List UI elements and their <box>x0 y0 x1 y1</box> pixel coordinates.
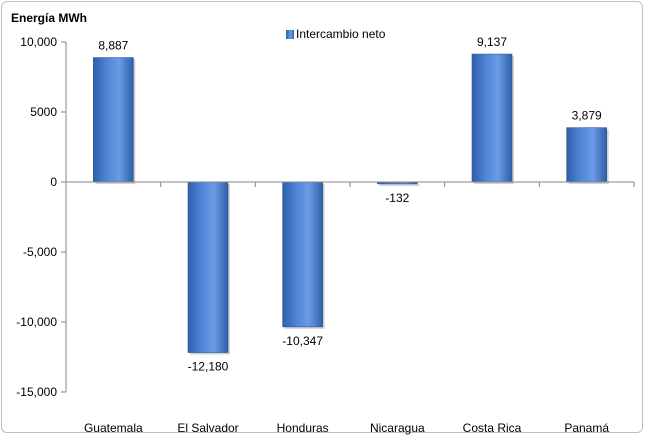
data-label: -10,347 <box>282 334 323 348</box>
bar <box>566 127 607 183</box>
legend-swatch <box>286 30 294 39</box>
y-tick-label: -15,000 <box>16 385 57 399</box>
data-label: 8,887 <box>98 39 128 53</box>
x-tick-label: Panamá <box>564 421 609 435</box>
y-tick-label: 10,000 <box>20 35 57 49</box>
x-tick-label: El Salvador <box>177 421 238 435</box>
y-axis-title: Energía MWh <box>11 11 87 25</box>
bar <box>282 181 323 328</box>
x-axis: Guatemala El Salvador Honduras Nicaragua Cos… <box>65 181 635 435</box>
x-tick-label: Guatemala <box>84 421 143 435</box>
data-label: -132 <box>385 191 409 205</box>
y-tick-label: 0 <box>50 175 57 189</box>
bars: 8,887 -12,180 -10,347 -132 9,137 3,879 <box>93 35 609 374</box>
bar-shadow <box>379 184 420 186</box>
y-tick-label: -10,000 <box>16 315 57 329</box>
y-axis: 10,000 5000 0 -5,000 -10,000 -15,000 <box>16 35 67 399</box>
legend-label: Intercambio neto <box>296 27 386 41</box>
bar <box>93 57 134 183</box>
y-tick-label: -5,000 <box>23 245 57 259</box>
y-tick-label: 5000 <box>30 105 57 119</box>
x-tick-label: Honduras <box>277 421 329 435</box>
bar <box>471 53 513 183</box>
x-tick-label: Nicaragua <box>370 421 425 435</box>
data-label: -12,180 <box>188 360 229 374</box>
data-label: 9,137 <box>477 35 507 49</box>
legend: Intercambio neto <box>286 27 386 41</box>
data-label: 3,879 <box>572 109 602 123</box>
bar <box>187 181 229 353</box>
x-tick-label: Costa Rica <box>463 421 522 435</box>
